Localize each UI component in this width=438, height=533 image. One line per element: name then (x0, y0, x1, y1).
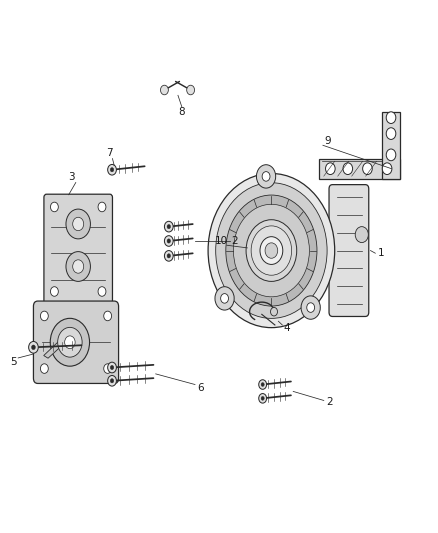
Circle shape (246, 220, 297, 281)
Circle shape (108, 375, 117, 386)
Circle shape (167, 224, 170, 229)
Circle shape (325, 163, 335, 174)
Circle shape (50, 318, 89, 366)
Circle shape (98, 287, 106, 296)
Circle shape (32, 345, 35, 350)
Circle shape (164, 221, 173, 232)
Circle shape (262, 172, 270, 181)
FancyBboxPatch shape (382, 112, 400, 179)
Circle shape (363, 163, 372, 174)
Text: 3: 3 (69, 172, 75, 182)
Polygon shape (44, 337, 66, 358)
Circle shape (226, 195, 317, 306)
Circle shape (233, 204, 309, 297)
Circle shape (221, 294, 229, 303)
Circle shape (164, 236, 173, 246)
Circle shape (386, 112, 396, 124)
FancyBboxPatch shape (33, 301, 119, 383)
Circle shape (271, 308, 278, 316)
Circle shape (187, 85, 194, 95)
Circle shape (73, 217, 84, 231)
Text: 2: 2 (231, 236, 238, 246)
Circle shape (58, 327, 82, 357)
Text: 10: 10 (215, 236, 228, 246)
Circle shape (355, 227, 368, 243)
Circle shape (259, 379, 267, 389)
Circle shape (160, 85, 168, 95)
Circle shape (251, 226, 292, 275)
Circle shape (40, 364, 48, 373)
Circle shape (301, 296, 320, 319)
Circle shape (208, 173, 335, 328)
Circle shape (382, 163, 392, 174)
Circle shape (50, 287, 58, 296)
Circle shape (167, 239, 170, 243)
Circle shape (98, 202, 106, 212)
Circle shape (343, 163, 353, 174)
Circle shape (257, 165, 276, 188)
Circle shape (307, 303, 314, 312)
Circle shape (104, 311, 112, 321)
Circle shape (110, 167, 114, 172)
Text: 5: 5 (11, 357, 17, 367)
Circle shape (261, 383, 264, 386)
Text: 9: 9 (324, 136, 331, 146)
Circle shape (110, 378, 114, 383)
Circle shape (386, 128, 396, 140)
Circle shape (73, 260, 84, 273)
Circle shape (215, 183, 327, 318)
Circle shape (66, 252, 90, 281)
Circle shape (164, 251, 173, 261)
Circle shape (260, 237, 283, 264)
Text: 7: 7 (106, 148, 112, 158)
Circle shape (50, 202, 58, 212)
Circle shape (104, 364, 112, 373)
Circle shape (261, 397, 264, 400)
Circle shape (108, 362, 117, 373)
Text: 2: 2 (326, 397, 333, 407)
Circle shape (65, 336, 75, 349)
Circle shape (386, 149, 396, 161)
FancyBboxPatch shape (44, 194, 113, 304)
Text: 6: 6 (198, 383, 204, 393)
Circle shape (265, 243, 278, 259)
Circle shape (108, 165, 117, 175)
Circle shape (28, 342, 38, 353)
Circle shape (40, 311, 48, 321)
Text: 8: 8 (179, 107, 185, 117)
FancyBboxPatch shape (319, 159, 400, 179)
FancyBboxPatch shape (329, 184, 369, 317)
Circle shape (167, 254, 170, 258)
Circle shape (110, 366, 114, 369)
Circle shape (215, 287, 234, 310)
Text: 1: 1 (378, 248, 384, 258)
Text: 4: 4 (283, 323, 290, 333)
Circle shape (259, 393, 267, 403)
Circle shape (66, 209, 90, 239)
